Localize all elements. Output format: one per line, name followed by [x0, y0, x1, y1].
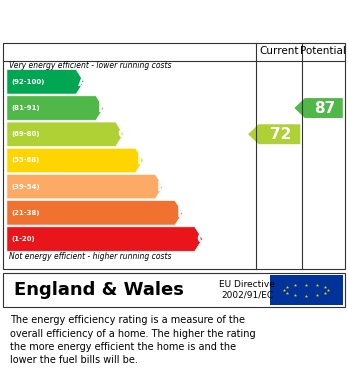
Text: Potential: Potential — [300, 47, 346, 56]
Text: (69-80): (69-80) — [11, 131, 40, 137]
Polygon shape — [7, 174, 163, 199]
Polygon shape — [248, 124, 300, 144]
Text: Not energy efficient - higher running costs: Not energy efficient - higher running co… — [9, 252, 171, 261]
Polygon shape — [7, 227, 203, 251]
Text: (55-68): (55-68) — [11, 158, 39, 163]
Polygon shape — [7, 122, 123, 146]
Text: B: B — [98, 101, 108, 115]
Text: Energy Efficiency Rating: Energy Efficiency Rating — [10, 13, 232, 28]
Text: 87: 87 — [314, 100, 335, 115]
Text: F: F — [177, 206, 186, 220]
Text: 72: 72 — [270, 127, 291, 142]
Text: England & Wales: England & Wales — [14, 281, 184, 299]
Text: (1-20): (1-20) — [11, 236, 35, 242]
Text: The energy efficiency rating is a measure of the
overall efficiency of a home. T: The energy efficiency rating is a measur… — [10, 316, 256, 365]
Polygon shape — [7, 70, 84, 94]
Text: (39-54): (39-54) — [11, 184, 40, 190]
Text: D: D — [137, 153, 149, 167]
Bar — [270, 275, 343, 305]
Polygon shape — [294, 98, 343, 118]
Text: Current: Current — [259, 47, 299, 56]
Polygon shape — [7, 96, 104, 120]
Text: Very energy efficient - lower running costs: Very energy efficient - lower running co… — [9, 61, 171, 70]
Polygon shape — [7, 201, 183, 225]
Text: E: E — [157, 179, 166, 194]
Text: (92-100): (92-100) — [11, 79, 45, 85]
Text: (21-38): (21-38) — [11, 210, 40, 216]
Text: EU Directive
2002/91/EC: EU Directive 2002/91/EC — [219, 280, 275, 299]
Text: C: C — [117, 127, 128, 141]
Text: G: G — [197, 232, 208, 246]
Text: A: A — [78, 75, 89, 89]
Polygon shape — [7, 148, 143, 172]
Text: (81-91): (81-91) — [11, 105, 40, 111]
